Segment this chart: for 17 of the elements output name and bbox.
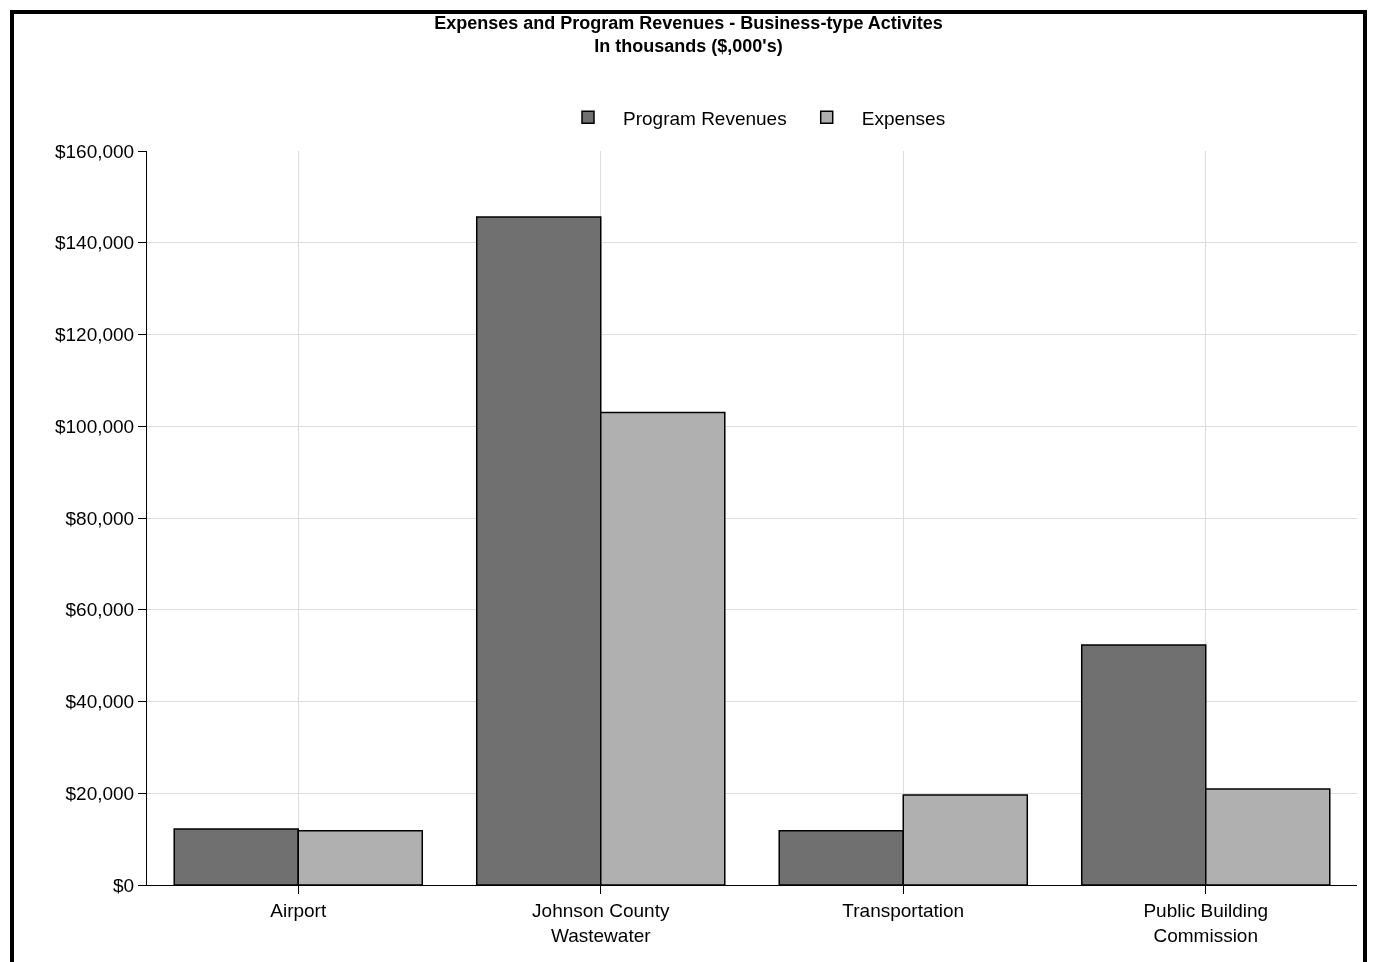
legend-label: Expenses bbox=[861, 107, 946, 129]
y-tick-label: $100,000 bbox=[54, 415, 135, 437]
chart-title: Expenses and Program Revenues - Business-type Activites bbox=[434, 12, 943, 33]
y-tick-label: $60,000 bbox=[65, 599, 135, 621]
chart-subtitle: In thousands ($,000's) bbox=[594, 36, 783, 57]
y-tick-label: $40,000 bbox=[65, 691, 135, 713]
x-tick-label: Transportation bbox=[842, 899, 965, 921]
legend-label: Program Revenues bbox=[623, 107, 787, 129]
x-tick-label: Johnson County Wastewater bbox=[532, 899, 670, 946]
x-tick-label: Airport bbox=[270, 899, 327, 921]
y-tick-label: $20,000 bbox=[65, 782, 135, 804]
x-tick-label: Public Building Commission bbox=[1143, 899, 1269, 946]
y-tick-label: $80,000 bbox=[65, 507, 135, 529]
y-tick-label: $160,000 bbox=[54, 140, 135, 162]
y-tick-label: $120,000 bbox=[54, 324, 135, 346]
y-tick-label: $0 bbox=[113, 874, 135, 896]
y-tick-label: $140,000 bbox=[54, 232, 135, 254]
